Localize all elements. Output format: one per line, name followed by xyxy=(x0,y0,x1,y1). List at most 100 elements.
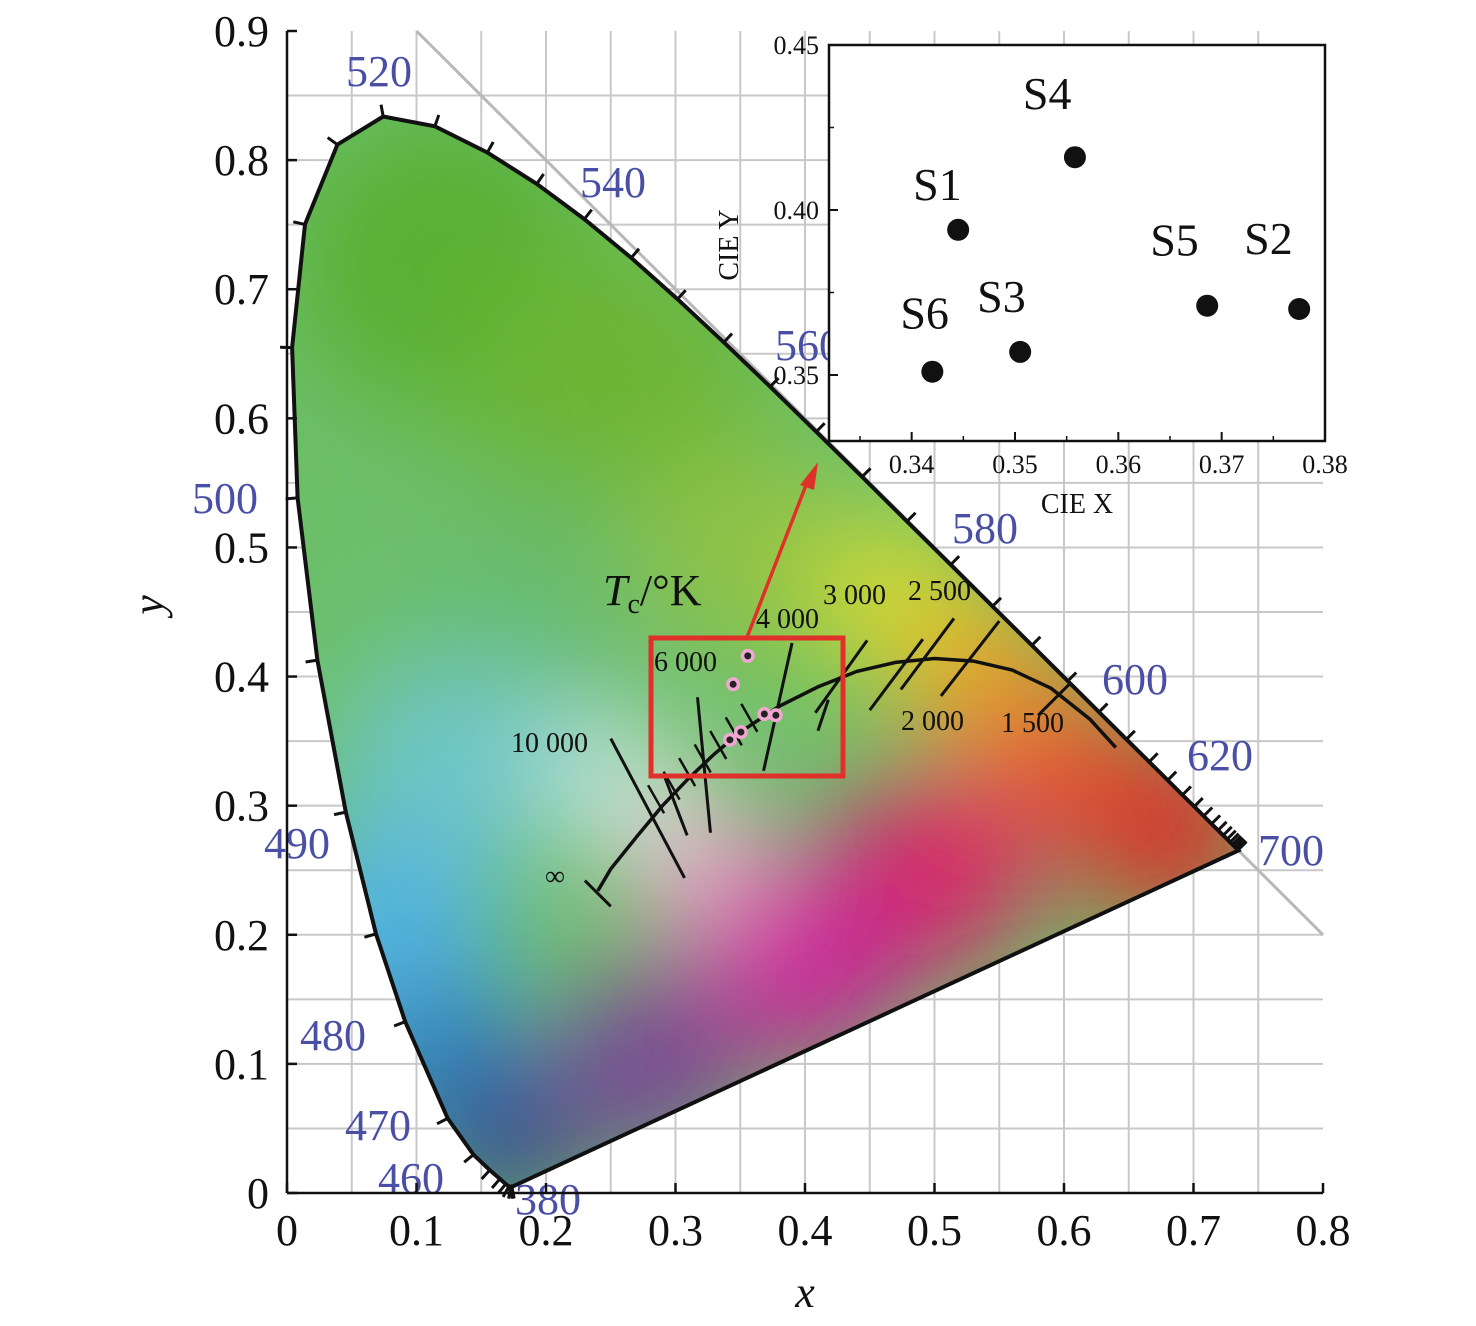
inset-point-S3 xyxy=(1009,340,1032,363)
inset-y-tick-label: 0.35 xyxy=(774,361,820,390)
locus-tick xyxy=(364,932,377,939)
y-tick-label: 0.4 xyxy=(214,653,269,702)
inset-point-S1 xyxy=(947,218,970,241)
inset-x-tick-label: 0.35 xyxy=(992,450,1038,479)
x-tick-label: 0.7 xyxy=(1166,1206,1221,1255)
iso-temperature-line xyxy=(583,879,612,908)
wavelength-label-490: 490 xyxy=(264,819,330,868)
locus-tick xyxy=(1226,829,1237,841)
locus-tick xyxy=(676,289,687,301)
gamut-blend xyxy=(292,116,1239,1187)
locus-tick xyxy=(1202,806,1214,818)
planckian-locus-curve xyxy=(596,656,1118,892)
tc-subscript: c xyxy=(627,589,639,620)
locus-tick xyxy=(1166,770,1178,782)
planck-minor-tick xyxy=(740,703,759,733)
x-axis-label: x xyxy=(794,1268,815,1317)
locus-tick xyxy=(1232,836,1244,847)
iso-temperature-line xyxy=(762,642,794,772)
locus-tick xyxy=(861,467,872,478)
inset-x-tick-label: 0.38 xyxy=(1302,450,1348,479)
cct-label-4: 3 000 xyxy=(823,580,886,611)
locus-tick xyxy=(1097,702,1109,714)
x-tick-label: 0.4 xyxy=(778,1206,833,1255)
x-tick-label: 0 xyxy=(276,1206,298,1255)
wavelength-label-470: 470 xyxy=(345,1101,411,1150)
inset-y-tick-label: 0.40 xyxy=(774,196,820,225)
locus-tick xyxy=(583,208,593,221)
locus-tick xyxy=(393,1020,406,1028)
sample-marker-S4 xyxy=(744,652,752,660)
locus-tick xyxy=(1231,834,1242,846)
locus-tick xyxy=(436,1117,449,1126)
locus-tick xyxy=(486,141,495,154)
locus-tick xyxy=(815,422,826,433)
planck-minor-tick xyxy=(693,743,712,774)
iso-temperature-line xyxy=(899,617,956,691)
x-tick-label: 0.5 xyxy=(907,1206,962,1255)
locus-tick xyxy=(1229,832,1240,844)
inset-y-tick-label: 0.45 xyxy=(774,31,820,60)
cct-label-2: 6 000 xyxy=(654,647,717,678)
cct-label-5: 2 500 xyxy=(908,576,971,607)
y-tick-label: 0.1 xyxy=(214,1040,269,1089)
sample-marker-S2 xyxy=(772,711,780,719)
planck-minor-tick xyxy=(724,716,743,747)
x-tick-label: 0.1 xyxy=(389,1206,444,1255)
cct-label-1: 10 000 xyxy=(511,728,588,759)
locus-tick xyxy=(1030,635,1042,647)
locus-tick xyxy=(1066,671,1078,683)
inset-point-S2 xyxy=(1288,298,1311,320)
gamut-color-blob xyxy=(332,656,553,877)
iso-temperature-line xyxy=(609,737,686,879)
inset-point-S4 xyxy=(1063,146,1086,169)
spectral-locus-outline xyxy=(290,114,1242,1190)
wavelength-label-380: 380 xyxy=(515,1175,581,1224)
y-tick-label: 0.2 xyxy=(214,911,269,960)
planck-minor-tick xyxy=(646,784,666,814)
y-tick-label: 0.3 xyxy=(214,782,269,831)
tc-unit: /°K xyxy=(640,566,702,615)
cct-label-3: 4 000 xyxy=(756,604,819,635)
locus-tick xyxy=(292,220,306,226)
y-tick-label: 0 xyxy=(247,1169,269,1218)
wavelength-label-540: 540 xyxy=(580,158,646,207)
x-tick-label: 0.3 xyxy=(648,1206,703,1255)
locus-tick xyxy=(1222,825,1233,837)
inset-chart: 0.34 0.35 0.36 0.37 0.38 0.35 0.40 0.45 CIE X CIE… xyxy=(714,31,1348,520)
locus-tick xyxy=(1210,814,1222,825)
chromaticity-gamut xyxy=(292,116,1239,1187)
gamut-color-blob xyxy=(630,437,851,658)
planck-minor-tick xyxy=(678,757,697,787)
y-tick-label: 0.7 xyxy=(214,265,269,314)
gamut-color-blob xyxy=(559,973,740,1154)
wavelength-label-460: 460 xyxy=(378,1154,444,1203)
zoom-arrow-shaft xyxy=(744,479,810,641)
highlight-region xyxy=(648,462,846,779)
inset-point-label-S2: S2 xyxy=(1244,213,1293,264)
wavelength-label-500: 500 xyxy=(192,474,258,523)
y-axis-label: y xyxy=(124,595,173,619)
locus-tick xyxy=(463,1153,475,1164)
locus-tick xyxy=(333,810,347,817)
sample-marker-S6 xyxy=(726,736,734,744)
locus-tick xyxy=(991,596,1003,608)
locus-tick xyxy=(535,173,545,185)
y-tick-label: 0.5 xyxy=(214,523,269,572)
x-tick-label: 0.2 xyxy=(519,1206,574,1255)
cct-label-7: 1 500 xyxy=(1001,708,1064,739)
locus-tick xyxy=(722,332,734,344)
locus-tick xyxy=(1125,729,1136,741)
inset-x-axis-label: CIE X xyxy=(1041,489,1113,520)
locus-tick xyxy=(501,1185,511,1198)
x-tick-label: 0.6 xyxy=(1037,1206,1092,1255)
inset-x-tick-label: 0.34 xyxy=(889,450,935,479)
planck-minor-tick xyxy=(709,730,728,760)
wavelength-label-520: 520 xyxy=(346,47,412,96)
iso-temperature-line xyxy=(868,638,925,712)
inset-point-label-S3: S3 xyxy=(977,271,1026,322)
x-tick-label: 0.8 xyxy=(1296,1206,1351,1255)
locus-tick xyxy=(379,104,385,117)
